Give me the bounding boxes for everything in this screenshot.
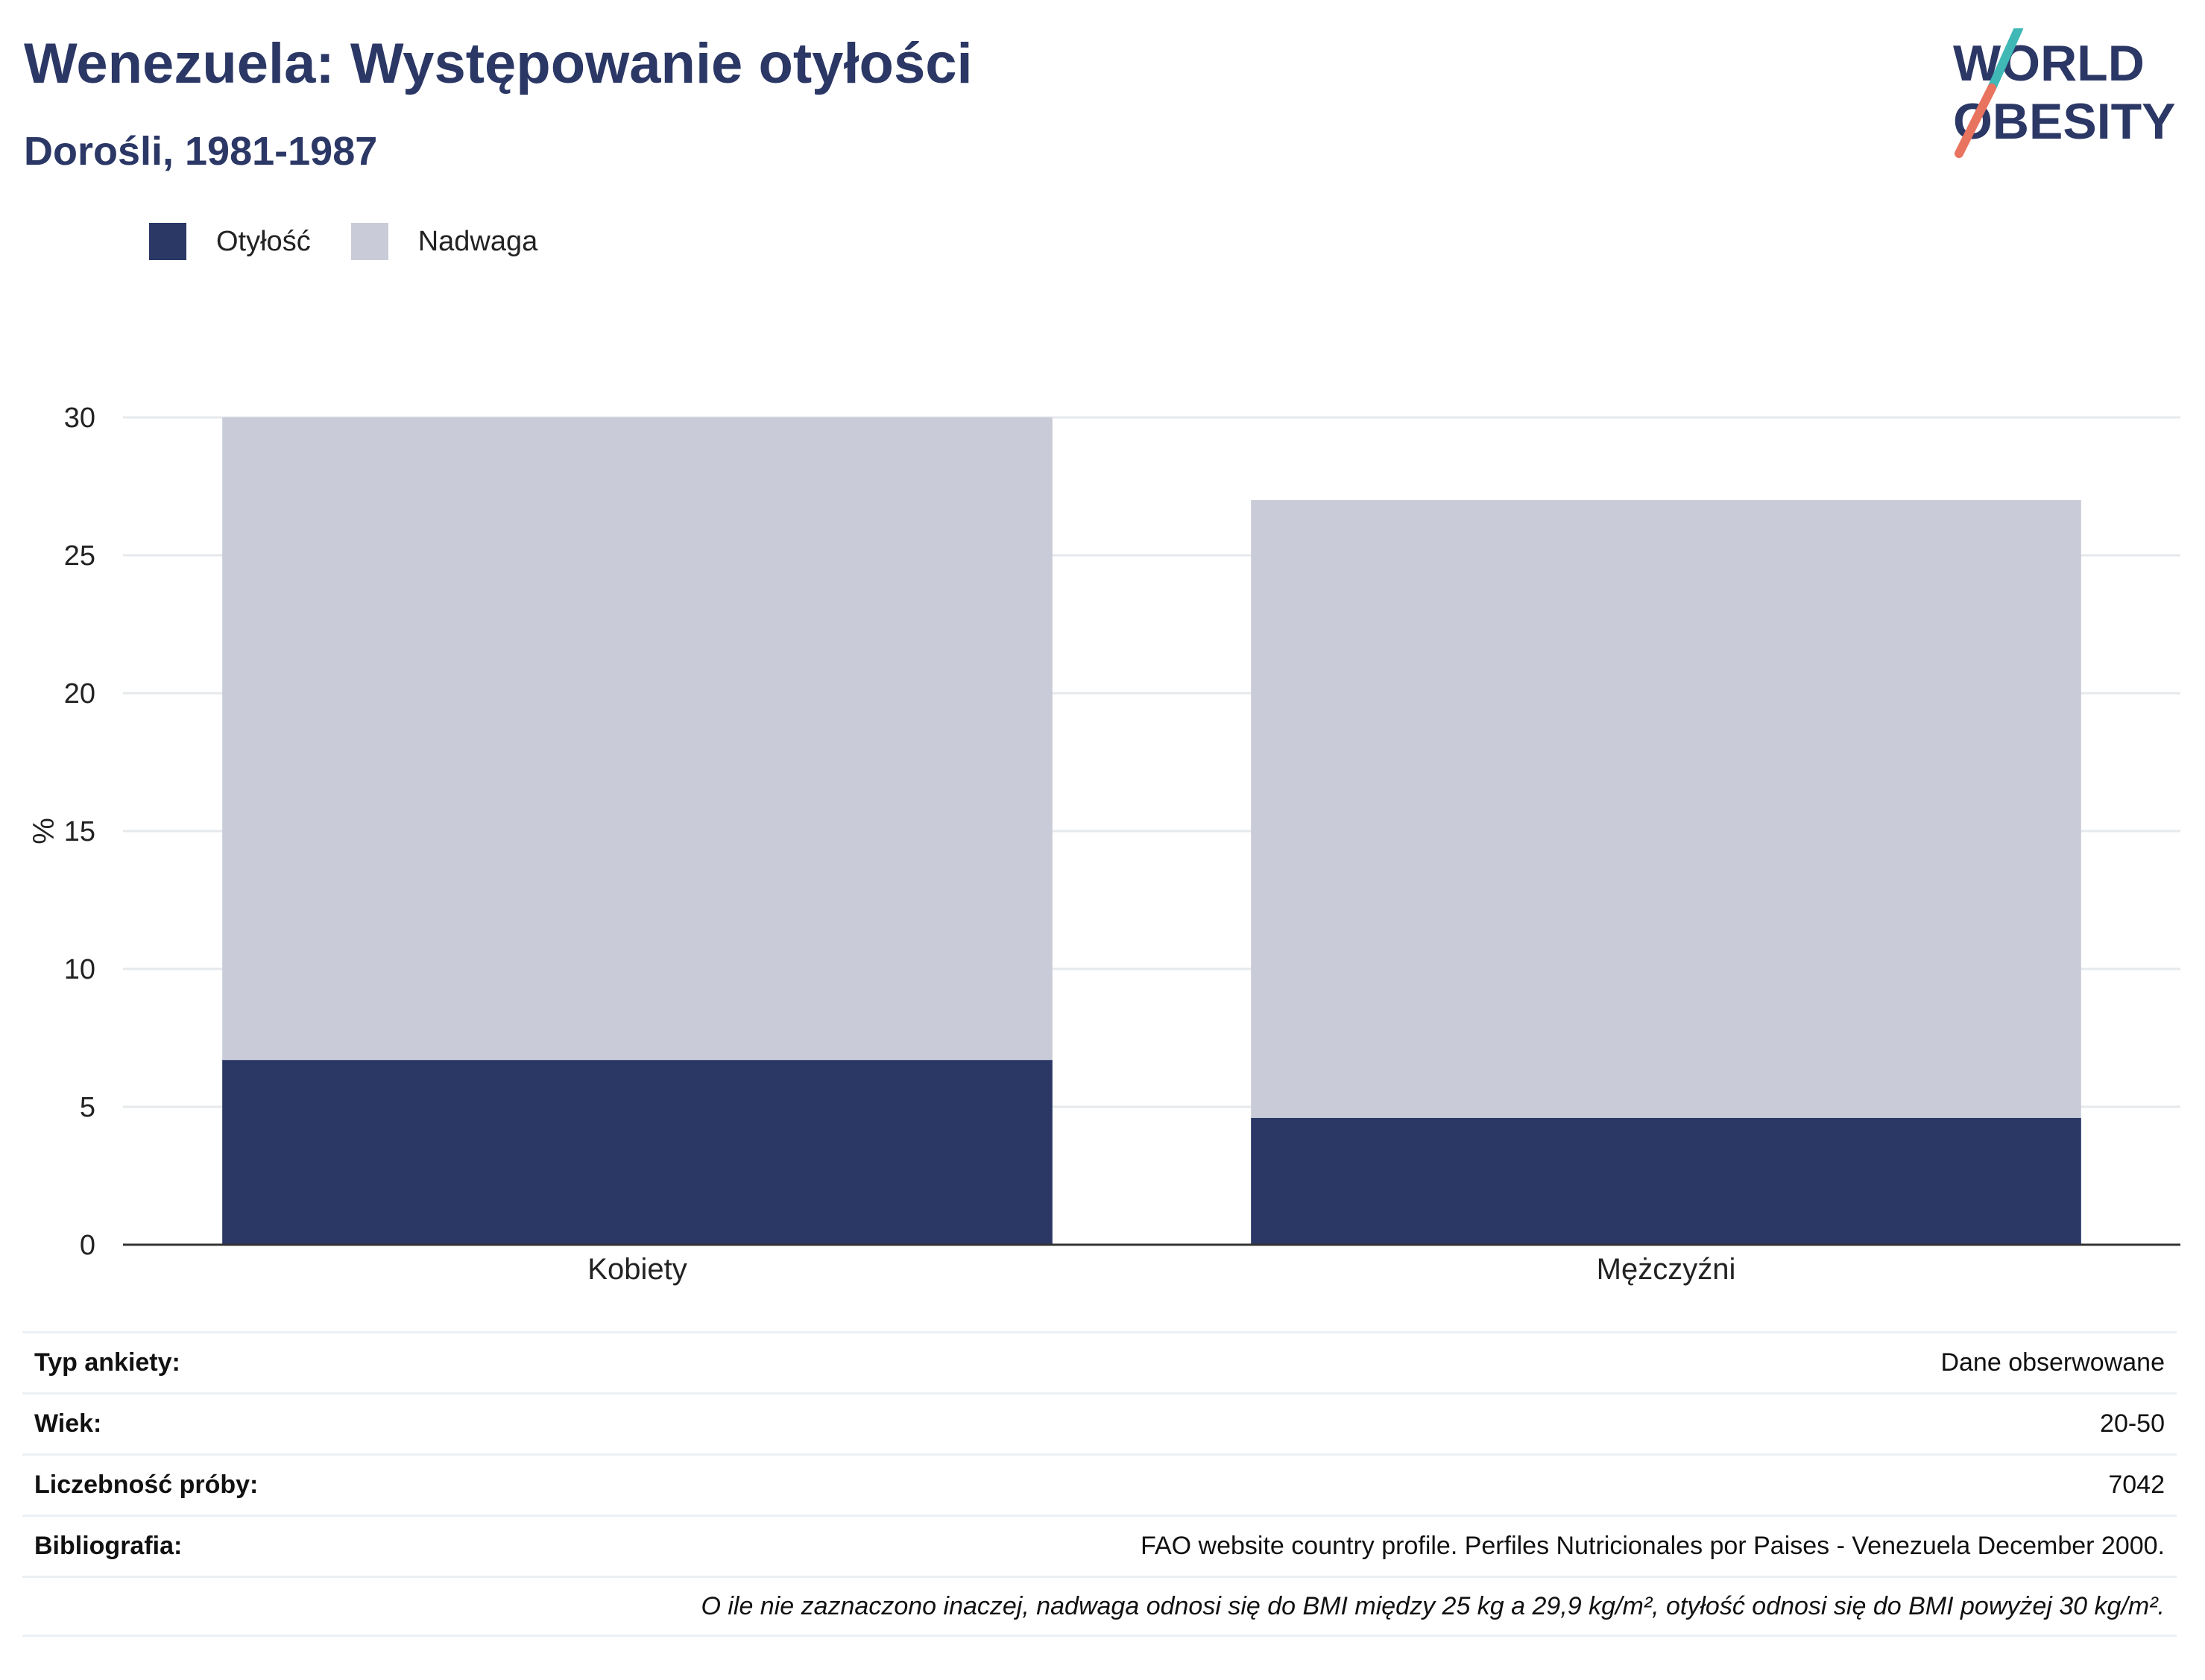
stacked-bar-chart: 0 5 10 15 20 25 30% Kobiety Mężczyźni: [28, 402, 2180, 1286]
info-key: Bibliografia:: [34, 1532, 183, 1560]
logo-line-2: OBESITY: [1953, 93, 2176, 150]
legend-swatch-obesity: [149, 223, 186, 260]
info-row-age: Wiek: 20-50: [22, 1392, 2177, 1453]
x-category-label: Mężczyźni: [1597, 1253, 1736, 1286]
info-row-survey-type: Typ ankiety: Dane obserwowane: [22, 1331, 2177, 1392]
y-tick-label: 5: [80, 1092, 95, 1123]
logo-line-1: WORLD: [1953, 35, 2145, 92]
y-tick-label: 25: [64, 540, 95, 572]
y-tick-label: 10: [64, 954, 95, 985]
world-obesity-logo: WORLD OBESITY: [1953, 28, 2176, 158]
bar-obesity-0: [222, 1060, 1053, 1245]
info-key: Typ ankiety:: [34, 1348, 180, 1377]
bar-overweight-0: [222, 417, 1053, 1061]
y-tick-label: 20: [64, 678, 95, 710]
info-row-bibliography: Bibliografia: FAO website country profil…: [22, 1515, 2177, 1576]
bar-obesity-1: [1251, 1117, 2081, 1245]
info-row-sample-size: Liczebność próby: 7042: [22, 1453, 2177, 1515]
bar-overweight-1: [1251, 500, 2081, 1118]
legend-label-overweight: Nadwaga: [417, 225, 538, 257]
definition-note: O ile nie zaznaczono inaczej, nadwaga od…: [701, 1591, 2165, 1620]
y-axis-label: %: [28, 818, 60, 844]
info-value: 20-50: [2100, 1409, 2165, 1438]
legend-label-obesity: Otyłość: [216, 225, 311, 257]
x-category-label: Kobiety: [587, 1253, 687, 1286]
y-tick-label: 0: [80, 1230, 95, 1261]
y-tick-label: 30: [64, 402, 95, 434]
page-subtitle: Dorośli, 1981-1987: [24, 129, 378, 174]
info-key: Liczebność próby:: [34, 1471, 259, 1499]
info-row-note: O ile nie zaznaczono inaczej, nadwaga od…: [22, 1576, 2177, 1637]
chart-legend: Otyłość Nadwaga: [149, 222, 578, 261]
info-value: FAO website country profile. Perfiles Nu…: [1141, 1532, 2165, 1560]
legend-item-obesity[interactable]: Otyłość: [149, 223, 311, 260]
legend-swatch-overweight: [350, 223, 388, 260]
page-title: Wenezuela: Występowanie otyłości: [24, 32, 973, 95]
info-value: Dane obserwowane: [1940, 1348, 2165, 1377]
legend-item-overweight[interactable]: Nadwaga: [350, 223, 538, 260]
y-tick-label: 15: [64, 816, 95, 847]
info-key: Wiek:: [34, 1409, 102, 1438]
info-value: 7042: [2108, 1471, 2165, 1499]
survey-info-table: Typ ankiety: Dane obserwowane Wiek: 20-5…: [22, 1331, 2177, 1637]
